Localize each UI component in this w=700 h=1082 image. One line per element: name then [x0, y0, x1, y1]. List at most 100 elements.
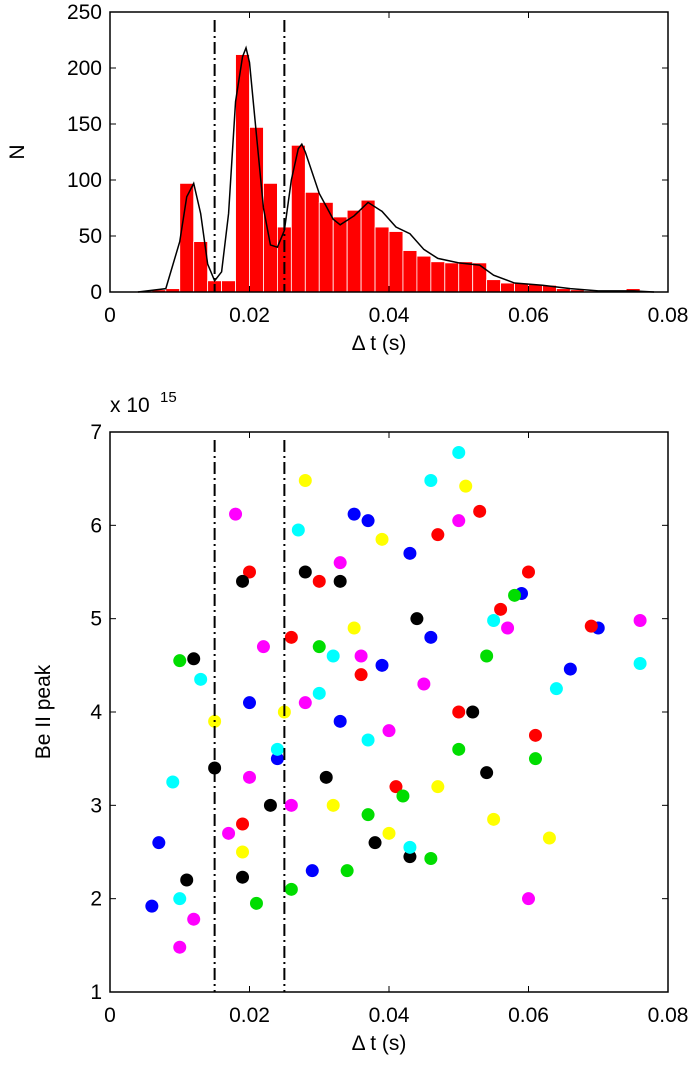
scatter-point — [375, 658, 389, 672]
scatter-point — [542, 831, 556, 845]
bar — [416, 255, 432, 293]
scatter-point — [243, 696, 256, 710]
x-tick-label: 0.04 — [369, 304, 410, 327]
scatter-point — [361, 733, 375, 747]
scatter-point — [549, 682, 563, 696]
x-tick-label: 0.06 — [508, 304, 549, 327]
scatter-point — [382, 826, 396, 840]
scatter-point — [375, 532, 389, 546]
scatter-point — [403, 850, 417, 864]
scatter-point — [508, 588, 522, 602]
scatter-point — [522, 565, 535, 579]
scatter-point — [270, 742, 284, 756]
x-tick-label: 0.02 — [229, 1004, 270, 1027]
scatter-point — [243, 770, 256, 784]
scatter-point — [528, 752, 542, 766]
y-tick-label: 150 — [67, 113, 102, 136]
plot-frame — [109, 431, 669, 993]
scatter-point — [424, 630, 438, 644]
scatter-point — [466, 705, 480, 719]
scatter-point — [243, 565, 256, 579]
density-curve — [137, 45, 655, 293]
scatter-point — [368, 836, 382, 850]
scatter-point — [298, 696, 312, 710]
scatter-point — [487, 614, 501, 628]
scatter-point — [431, 528, 445, 542]
x-axis-label: Δ t (s) — [352, 1032, 407, 1055]
scatter-point — [501, 621, 515, 635]
scatter-point — [312, 574, 326, 588]
scatter-point — [298, 565, 312, 579]
scatter-point — [298, 474, 312, 488]
scatter-point — [417, 677, 431, 691]
scatter-point — [236, 870, 250, 884]
bar — [430, 261, 446, 293]
x-tick-label: 0.02 — [229, 304, 270, 327]
scatter-point — [452, 514, 466, 528]
x-tick-label: 0.08 — [648, 1004, 689, 1027]
scatter-point — [452, 446, 466, 460]
scatter-point — [305, 864, 319, 878]
scatter-point — [187, 912, 201, 926]
bar — [221, 280, 236, 293]
x-axis-label: Δ t (s) — [352, 332, 407, 355]
scatter-point — [152, 836, 166, 850]
scatter-point — [354, 668, 368, 682]
bar — [458, 261, 474, 293]
y-multiplier-exponent: 15 — [160, 389, 177, 406]
scatter-point — [431, 780, 445, 794]
y-tick-label: 7 — [90, 421, 102, 444]
scatter-point — [473, 504, 487, 518]
y-tick-label: 4 — [90, 701, 102, 724]
bar — [263, 182, 278, 293]
scatter-point — [459, 479, 473, 493]
scatter-point — [284, 798, 298, 812]
scatter-point — [236, 845, 250, 859]
scatter-point — [173, 654, 187, 668]
scatter-point — [333, 574, 347, 588]
scatter-point — [249, 896, 263, 910]
scatter-point — [145, 899, 159, 913]
scatter-point — [229, 507, 243, 521]
bar — [472, 262, 488, 293]
scatter-point — [333, 556, 347, 570]
scatter-point — [382, 724, 396, 738]
scatter-point — [326, 649, 340, 663]
bar — [332, 216, 348, 293]
scatter-point — [452, 705, 466, 719]
bar — [360, 199, 376, 293]
x-tick-label: 0.08 — [648, 304, 689, 327]
bar — [486, 279, 501, 293]
x-tick-label: 0.06 — [508, 1004, 549, 1027]
bar — [276, 226, 292, 293]
scatter-point — [236, 574, 250, 588]
scatter-point — [494, 602, 508, 616]
scatter-point — [403, 546, 417, 560]
bar — [249, 126, 264, 293]
y-tick-label: 250 — [67, 1, 102, 24]
scatter-point — [222, 826, 236, 840]
y-axis-label: Be II peak — [32, 664, 55, 759]
scatter-point — [396, 789, 410, 803]
y-tick-label: 3 — [90, 794, 102, 817]
bar — [304, 191, 320, 293]
scatter-point — [452, 742, 466, 756]
bar — [374, 226, 390, 293]
scatter-point — [354, 649, 368, 663]
scatter-point — [389, 780, 403, 794]
scatter-point — [194, 672, 208, 686]
scatter-point — [633, 656, 647, 670]
scatter-point — [410, 612, 424, 626]
bar — [444, 262, 460, 293]
scatter-point — [347, 507, 361, 521]
scatter-point — [187, 652, 201, 666]
x-tick-label: 0.04 — [369, 1004, 410, 1027]
scatter-point — [270, 752, 284, 766]
bar — [388, 231, 404, 293]
scatter-point — [361, 514, 375, 528]
scatter-point — [284, 882, 298, 896]
y-tick-label: 2 — [90, 888, 102, 911]
scatter-point — [480, 766, 494, 780]
y-tick-label: 1 — [90, 981, 102, 1004]
scatter-point — [403, 840, 417, 854]
